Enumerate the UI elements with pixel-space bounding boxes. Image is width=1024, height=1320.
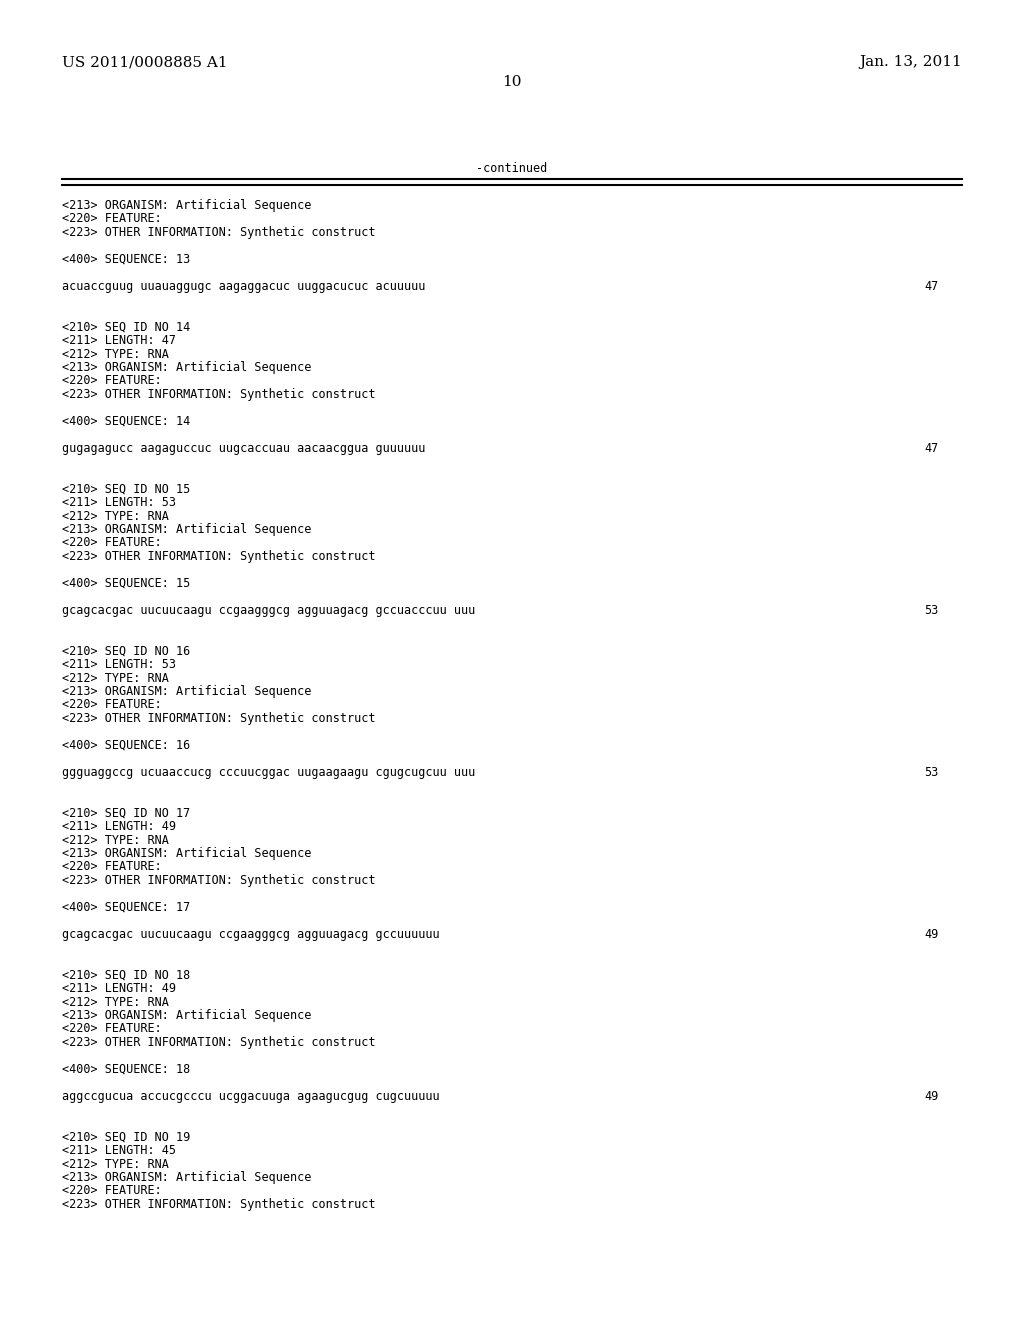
Text: <210> SEQ ID NO 18: <210> SEQ ID NO 18 bbox=[62, 969, 190, 982]
Text: <211> LENGTH: 45: <211> LENGTH: 45 bbox=[62, 1144, 176, 1158]
Text: <213> ORGANISM: Artificial Sequence: <213> ORGANISM: Artificial Sequence bbox=[62, 199, 311, 213]
Text: 49: 49 bbox=[924, 928, 938, 941]
Text: <223> OTHER INFORMATION: Synthetic construct: <223> OTHER INFORMATION: Synthetic const… bbox=[62, 226, 376, 239]
Text: <220> FEATURE:: <220> FEATURE: bbox=[62, 1023, 162, 1035]
Text: <212> TYPE: RNA: <212> TYPE: RNA bbox=[62, 1158, 169, 1171]
Text: <213> ORGANISM: Artificial Sequence: <213> ORGANISM: Artificial Sequence bbox=[62, 1008, 311, 1022]
Text: <400> SEQUENCE: 14: <400> SEQUENCE: 14 bbox=[62, 414, 190, 428]
Text: <220> FEATURE:: <220> FEATURE: bbox=[62, 698, 162, 711]
Text: <223> OTHER INFORMATION: Synthetic construct: <223> OTHER INFORMATION: Synthetic const… bbox=[62, 388, 376, 401]
Text: <211> LENGTH: 47: <211> LENGTH: 47 bbox=[62, 334, 176, 347]
Text: <211> LENGTH: 49: <211> LENGTH: 49 bbox=[62, 820, 176, 833]
Text: <223> OTHER INFORMATION: Synthetic construct: <223> OTHER INFORMATION: Synthetic const… bbox=[62, 1199, 376, 1210]
Text: <210> SEQ ID NO 19: <210> SEQ ID NO 19 bbox=[62, 1130, 190, 1143]
Text: aggccgucua accucgcccu ucggacuuga agaagucgug cugcuuuuu: aggccgucua accucgcccu ucggacuuga agaaguc… bbox=[62, 1090, 439, 1104]
Text: <400> SEQUENCE: 17: <400> SEQUENCE: 17 bbox=[62, 902, 190, 913]
Text: 53: 53 bbox=[924, 605, 938, 616]
Text: gcagcacgac uucuucaagu ccgaagggcg agguuagacg gccuuuuuu: gcagcacgac uucuucaagu ccgaagggcg agguuag… bbox=[62, 928, 439, 941]
Text: US 2011/0008885 A1: US 2011/0008885 A1 bbox=[62, 55, 227, 69]
Text: <220> FEATURE:: <220> FEATURE: bbox=[62, 213, 162, 226]
Text: <213> ORGANISM: Artificial Sequence: <213> ORGANISM: Artificial Sequence bbox=[62, 685, 311, 698]
Text: <213> ORGANISM: Artificial Sequence: <213> ORGANISM: Artificial Sequence bbox=[62, 360, 311, 374]
Text: <210> SEQ ID NO 14: <210> SEQ ID NO 14 bbox=[62, 321, 190, 334]
Text: gcagcacgac uucuucaagu ccgaagggcg agguuagacg gccuacccuu uuu: gcagcacgac uucuucaagu ccgaagggcg agguuag… bbox=[62, 605, 475, 616]
Text: <220> FEATURE:: <220> FEATURE: bbox=[62, 861, 162, 874]
Text: gugagagucc aagaguccuc uugcaccuau aacaacggua guuuuuu: gugagagucc aagaguccuc uugcaccuau aacaacg… bbox=[62, 442, 425, 455]
Text: <213> ORGANISM: Artificial Sequence: <213> ORGANISM: Artificial Sequence bbox=[62, 523, 311, 536]
Text: <223> OTHER INFORMATION: Synthetic construct: <223> OTHER INFORMATION: Synthetic const… bbox=[62, 1036, 376, 1049]
Text: acuaccguug uuauaggugc aagaggacuc uuggacucuc acuuuuu: acuaccguug uuauaggugc aagaggacuc uuggacu… bbox=[62, 280, 425, 293]
Text: <212> TYPE: RNA: <212> TYPE: RNA bbox=[62, 995, 169, 1008]
Text: 47: 47 bbox=[924, 280, 938, 293]
Text: <223> OTHER INFORMATION: Synthetic construct: <223> OTHER INFORMATION: Synthetic const… bbox=[62, 711, 376, 725]
Text: Jan. 13, 2011: Jan. 13, 2011 bbox=[859, 55, 962, 69]
Text: <211> LENGTH: 53: <211> LENGTH: 53 bbox=[62, 496, 176, 510]
Text: <211> LENGTH: 49: <211> LENGTH: 49 bbox=[62, 982, 176, 995]
Text: <210> SEQ ID NO 17: <210> SEQ ID NO 17 bbox=[62, 807, 190, 820]
Text: 10: 10 bbox=[502, 75, 522, 88]
Text: <212> TYPE: RNA: <212> TYPE: RNA bbox=[62, 510, 169, 523]
Text: 49: 49 bbox=[924, 1090, 938, 1104]
Text: <212> TYPE: RNA: <212> TYPE: RNA bbox=[62, 347, 169, 360]
Text: <400> SEQUENCE: 13: <400> SEQUENCE: 13 bbox=[62, 253, 190, 267]
Text: 47: 47 bbox=[924, 442, 938, 455]
Text: <400> SEQUENCE: 15: <400> SEQUENCE: 15 bbox=[62, 577, 190, 590]
Text: <210> SEQ ID NO 15: <210> SEQ ID NO 15 bbox=[62, 483, 190, 495]
Text: <220> FEATURE:: <220> FEATURE: bbox=[62, 536, 162, 549]
Text: <211> LENGTH: 53: <211> LENGTH: 53 bbox=[62, 657, 176, 671]
Text: <220> FEATURE:: <220> FEATURE: bbox=[62, 1184, 162, 1197]
Text: <210> SEQ ID NO 16: <210> SEQ ID NO 16 bbox=[62, 644, 190, 657]
Text: ggguaggccg ucuaaccucg cccuucggac uugaagaagu cgugcugcuu uuu: ggguaggccg ucuaaccucg cccuucggac uugaaga… bbox=[62, 766, 475, 779]
Text: <223> OTHER INFORMATION: Synthetic construct: <223> OTHER INFORMATION: Synthetic const… bbox=[62, 550, 376, 564]
Text: <400> SEQUENCE: 18: <400> SEQUENCE: 18 bbox=[62, 1063, 190, 1076]
Text: <212> TYPE: RNA: <212> TYPE: RNA bbox=[62, 672, 169, 685]
Text: -continued: -continued bbox=[476, 162, 548, 176]
Text: <223> OTHER INFORMATION: Synthetic construct: <223> OTHER INFORMATION: Synthetic const… bbox=[62, 874, 376, 887]
Text: 53: 53 bbox=[924, 766, 938, 779]
Text: <213> ORGANISM: Artificial Sequence: <213> ORGANISM: Artificial Sequence bbox=[62, 1171, 311, 1184]
Text: <213> ORGANISM: Artificial Sequence: <213> ORGANISM: Artificial Sequence bbox=[62, 847, 311, 861]
Text: <212> TYPE: RNA: <212> TYPE: RNA bbox=[62, 833, 169, 846]
Text: <220> FEATURE:: <220> FEATURE: bbox=[62, 375, 162, 388]
Text: <400> SEQUENCE: 16: <400> SEQUENCE: 16 bbox=[62, 739, 190, 752]
